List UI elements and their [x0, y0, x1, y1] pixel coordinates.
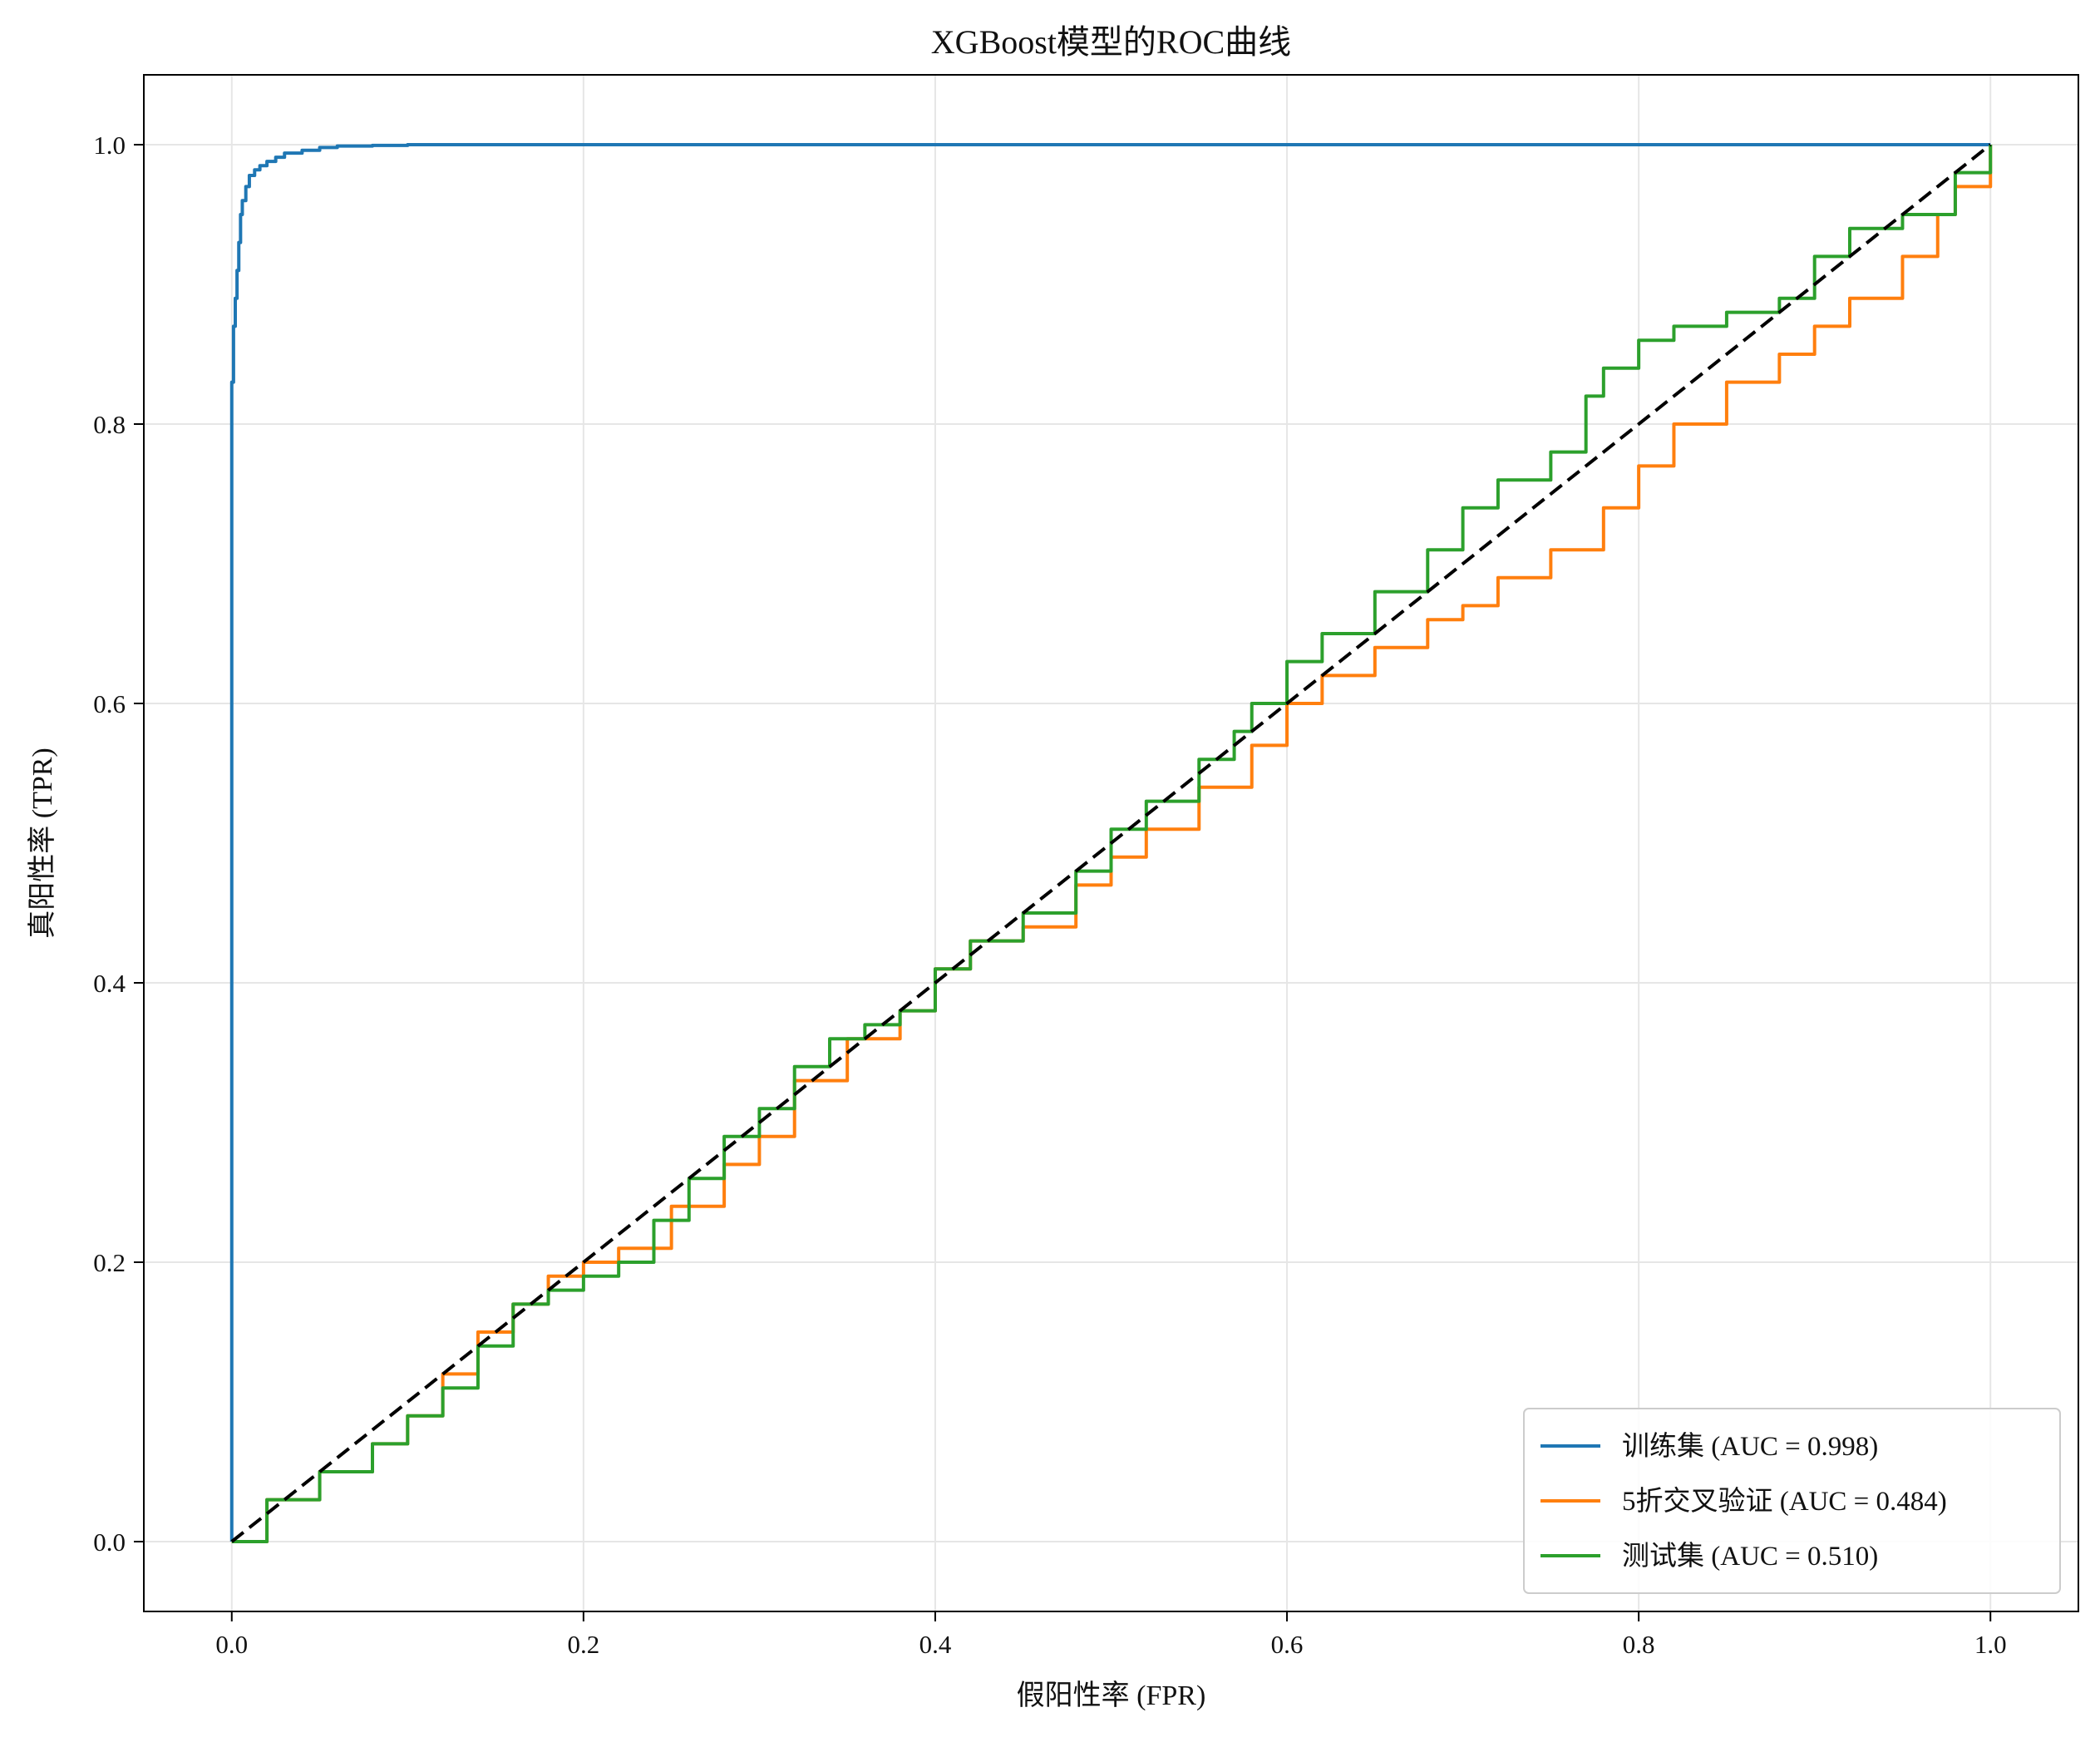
y-tick-label: 0.6 [93, 689, 126, 718]
x-tick-label: 0.8 [1623, 1630, 1655, 1659]
y-tick-label: 0.0 [93, 1527, 126, 1557]
legend-label: 测试集 (AUC = 0.510) [1622, 1541, 1878, 1572]
roc-line-0 [229, 143, 1991, 1542]
series-layer [229, 143, 1993, 1543]
grid-lines [144, 75, 2078, 1611]
y-tick-label: 0.2 [93, 1248, 126, 1277]
y-axis-label: 真阳性率 (TPR) [27, 748, 58, 939]
legend-label: 训练集 (AUC = 0.998) [1622, 1431, 1878, 1462]
legend-label: 5折交叉验证 (AUC = 0.484) [1622, 1486, 1947, 1517]
y-tick-label: 1.0 [93, 131, 126, 160]
chart-title: XGBoost模型的ROC曲线 [931, 23, 1291, 61]
x-tick-label: 0.6 [1271, 1630, 1304, 1659]
x-tick-label: 0.2 [567, 1630, 599, 1659]
x-tick-label: 0.4 [919, 1630, 952, 1659]
roc-line-2 [231, 145, 1993, 1543]
diagonal-reference-line [230, 143, 1992, 1543]
x-axis-label: 假阳性率 (FPR) [1017, 1680, 1206, 1711]
plot-frame [143, 74, 2079, 1612]
x-tick-label: 0.0 [215, 1630, 248, 1659]
axis-ticks: 0.0 0.2 0.4 0.6 0.8 1.0 0.0 0.2 0.4 0.6 0.8 1.0 [93, 131, 2006, 1659]
y-tick-label: 0.4 [93, 969, 126, 998]
x-tick-label: 1.0 [1974, 1630, 2007, 1659]
legend-box [1523, 1408, 2061, 1594]
y-tick-label: 0.8 [93, 410, 126, 439]
legend: 训练集 (AUC = 0.998) 5折交叉验证 (AUC = 0.484) 测试集… [1523, 1408, 2061, 1594]
